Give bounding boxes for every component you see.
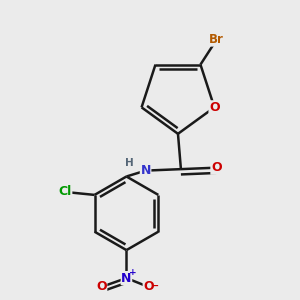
Text: −: −: [151, 281, 159, 291]
Text: N: N: [121, 272, 132, 285]
Text: O: O: [96, 280, 107, 293]
Text: O: O: [143, 280, 154, 293]
Text: O: O: [209, 101, 220, 114]
Text: N: N: [140, 164, 151, 177]
Text: Br: Br: [209, 33, 224, 46]
Text: H: H: [125, 158, 134, 168]
Text: Cl: Cl: [58, 185, 72, 199]
Text: +: +: [129, 268, 137, 277]
Text: O: O: [211, 161, 222, 174]
